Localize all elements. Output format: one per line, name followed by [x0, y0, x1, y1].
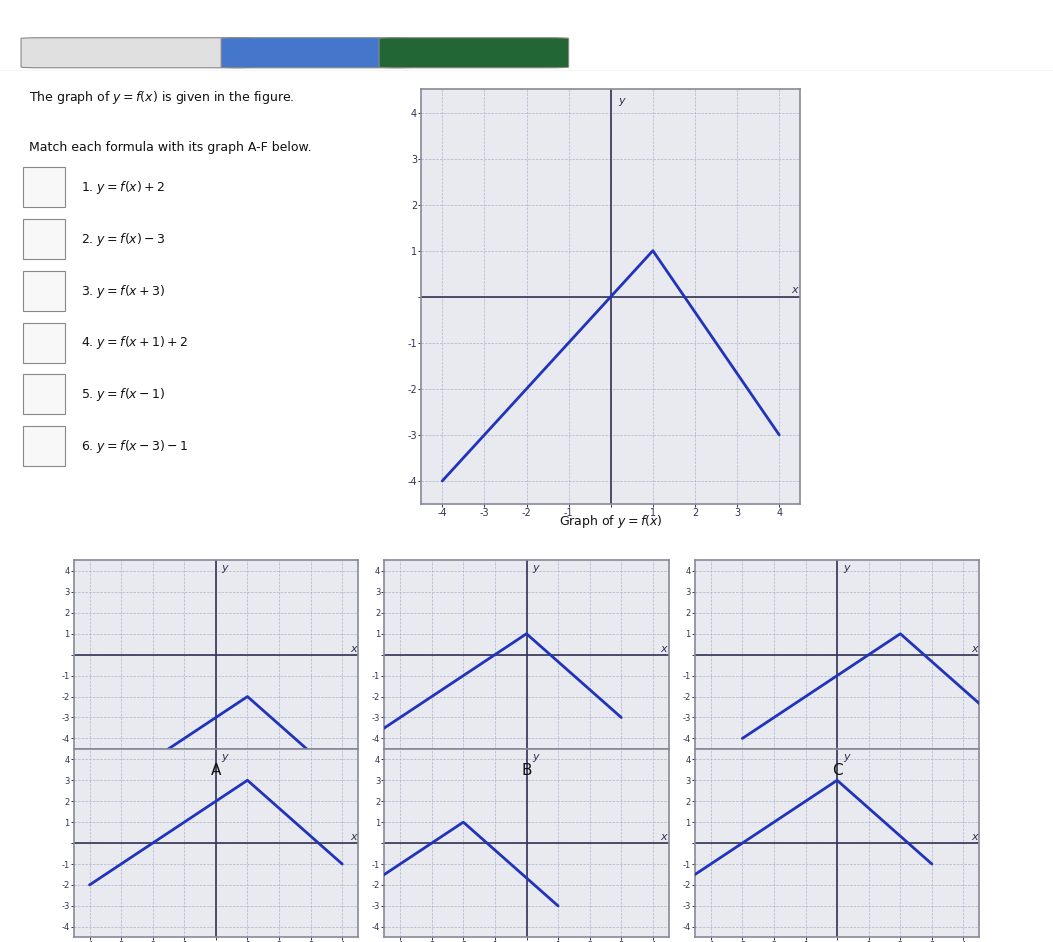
Text: x: x [971, 643, 978, 654]
Text: 6. $y = f(x - 3) - 1$: 6. $y = f(x - 3) - 1$ [81, 438, 188, 455]
Text: x: x [350, 832, 357, 842]
Text: y: y [842, 752, 850, 762]
Text: A: A [211, 763, 221, 778]
Text: y: y [221, 752, 229, 762]
Text: The graph of $y = f(x)$ is given in the figure.: The graph of $y = f(x)$ is given in the … [29, 89, 295, 106]
FancyBboxPatch shape [23, 271, 65, 311]
Text: y: y [618, 96, 624, 106]
Text: B: B [521, 763, 532, 778]
Text: x: x [660, 643, 668, 654]
FancyBboxPatch shape [23, 375, 65, 414]
Text: y: y [221, 563, 229, 574]
Text: Graph of $y = f(x)$: Graph of $y = f(x)$ [559, 513, 662, 530]
Text: Next Problem: Next Problem [434, 47, 514, 57]
Text: 1. $y = f(x) + 2$: 1. $y = f(x) + 2$ [81, 179, 165, 196]
FancyBboxPatch shape [21, 38, 253, 68]
Text: ? ÷: ? ÷ [35, 286, 52, 296]
Text: x: x [792, 284, 798, 295]
Text: Problem List: Problem List [279, 47, 353, 57]
Text: ? ÷: ? ÷ [35, 442, 52, 451]
Text: ? ÷: ? ÷ [35, 338, 52, 348]
Text: C: C [832, 763, 842, 778]
FancyBboxPatch shape [23, 426, 65, 466]
Text: x: x [971, 832, 978, 842]
Text: Match each formula with its graph A-F below.: Match each formula with its graph A-F be… [29, 141, 312, 154]
FancyBboxPatch shape [23, 168, 65, 207]
Text: x: x [350, 643, 357, 654]
Text: ? ÷: ? ÷ [35, 390, 52, 399]
FancyBboxPatch shape [379, 38, 569, 68]
Text: y: y [842, 563, 850, 574]
Text: 3. $y = f(x + 3)$: 3. $y = f(x + 3)$ [81, 283, 165, 300]
Text: Previous Problem: Previous Problem [85, 47, 188, 57]
Text: y: y [532, 752, 539, 762]
Text: 2. $y = f(x) - 3$: 2. $y = f(x) - 3$ [81, 231, 165, 248]
FancyBboxPatch shape [23, 219, 65, 259]
Text: x: x [660, 832, 668, 842]
Text: WeBWorK : Math111 Fall2425 Sec2 : Homework-1 : 39: WeBWorK : Math111 Fall2425 Sec2 : Homewo… [742, 11, 1042, 22]
FancyBboxPatch shape [221, 38, 411, 68]
Text: ? ÷: ? ÷ [35, 235, 52, 244]
FancyBboxPatch shape [23, 322, 65, 363]
Text: 4. $y = f(x + 1) + 2$: 4. $y = f(x + 1) + 2$ [81, 334, 188, 351]
Text: y: y [532, 563, 539, 574]
Text: ? ÷: ? ÷ [35, 183, 52, 192]
Text: 5. $y = f(x - 1)$: 5. $y = f(x - 1)$ [81, 386, 165, 403]
